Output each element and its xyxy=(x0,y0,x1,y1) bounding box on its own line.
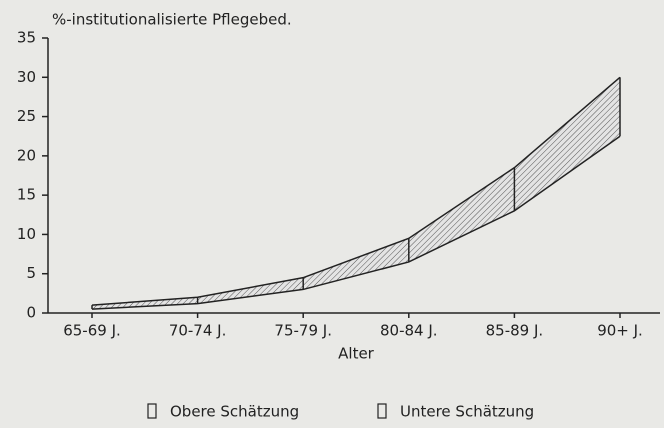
legend-swatch xyxy=(377,403,387,419)
legend-label: Obere Schätzung xyxy=(170,403,299,421)
y-tick-label: 15 xyxy=(17,186,36,204)
x-tick-label: 85-89 J. xyxy=(486,322,544,340)
legend-swatch xyxy=(147,403,157,419)
x-tick-label: 90+ J. xyxy=(597,322,643,340)
x-tick-label: 80-84 J. xyxy=(380,322,438,340)
x-tick-label: 75-79 J. xyxy=(274,322,332,340)
series-line xyxy=(91,76,621,306)
y-axis-label: %-institutionalisierte Pflegebed. xyxy=(52,11,292,29)
band xyxy=(92,77,620,310)
y-tick-label: 10 xyxy=(17,225,36,243)
y-tick-label: 25 xyxy=(17,107,36,125)
y-tick-label: 20 xyxy=(17,146,36,164)
x-axis-label: Alter xyxy=(338,345,375,363)
legend-label: Untere Schätzung xyxy=(400,403,534,421)
x-tick-label: 70-74 J. xyxy=(169,322,227,340)
y-tick-label: 35 xyxy=(17,29,36,47)
series-line xyxy=(91,135,621,310)
y-tick-label: 30 xyxy=(17,68,36,86)
x-tick-label: 65-69 J. xyxy=(63,322,121,340)
y-tick-label: 5 xyxy=(26,264,36,282)
y-tick-label: 0 xyxy=(26,304,36,322)
